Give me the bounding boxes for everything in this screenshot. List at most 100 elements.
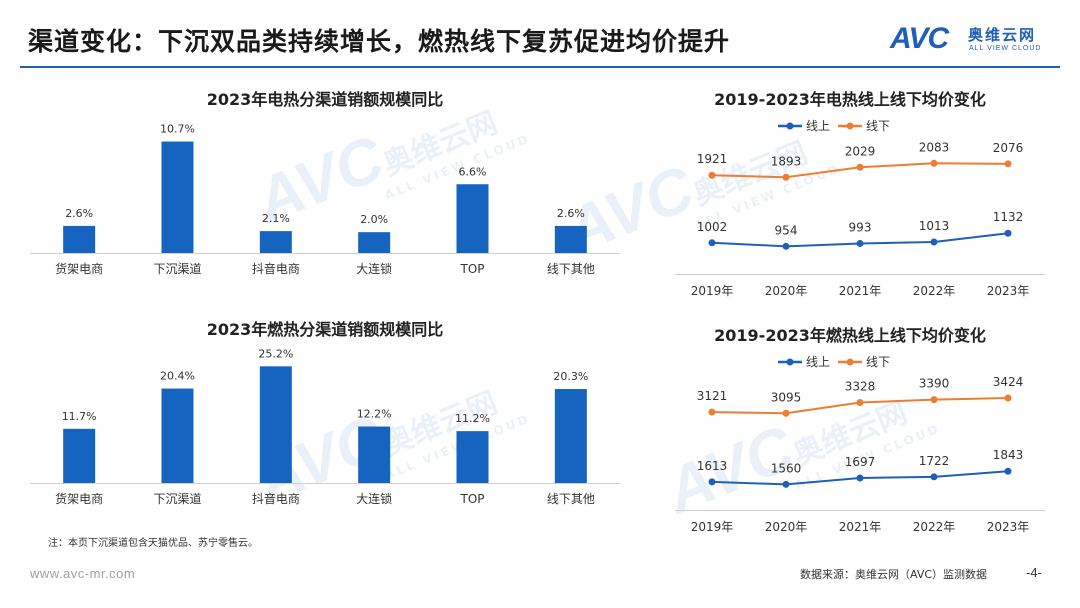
category-label: 线下其他 — [547, 492, 595, 506]
data-label: 1013 — [919, 219, 950, 233]
page-number: -4- — [1026, 565, 1042, 580]
bar-value-label: 2.6% — [557, 207, 585, 220]
data-label: 1697 — [845, 455, 876, 469]
legend-label: 线上 — [806, 355, 830, 369]
footer-url[interactable]: www.avc-mr.com — [30, 566, 136, 581]
chart-title: 2023年燃热分渠道销额规模同比 — [207, 320, 444, 339]
bar-0-4 — [456, 184, 489, 253]
x-tick-label: 2020年 — [765, 284, 808, 298]
data-point-0-3 — [930, 238, 938, 246]
data-point-0-1 — [782, 242, 790, 250]
data-point-1-4 — [1004, 394, 1012, 402]
legend-label: 线下 — [866, 355, 890, 369]
chart-title: 2023年电热分渠道销额规模同比 — [207, 90, 444, 109]
legend-label: 线下 — [866, 119, 890, 133]
data-label: 2029 — [845, 144, 876, 158]
data-label: 1722 — [919, 454, 950, 468]
data-point-1-4 — [1004, 160, 1012, 168]
bar-0-3 — [358, 232, 391, 253]
data-point-1-1 — [782, 173, 790, 181]
x-tick-label: 2022年 — [913, 284, 956, 298]
data-point-1-0 — [708, 408, 716, 416]
category-label: 抖音电商 — [252, 491, 300, 506]
data-label: 3328 — [845, 379, 876, 393]
x-tick-label: 2019年 — [691, 520, 734, 534]
data-point-0-0 — [708, 239, 716, 247]
data-point-1-2 — [856, 163, 864, 171]
logo-english-text: ALL VIEW CLOUD — [969, 45, 1042, 52]
data-point-1-2 — [856, 398, 864, 406]
legend-marker-0 — [786, 358, 794, 366]
x-tick-label: 2019年 — [691, 284, 734, 298]
data-label: 1921 — [697, 152, 728, 166]
bar-value-label: 20.3% — [553, 370, 588, 383]
bar-1-1 — [161, 388, 194, 483]
x-tick-label: 2023年 — [987, 284, 1030, 298]
data-label: 1613 — [697, 459, 728, 473]
data-point-0-0 — [708, 478, 716, 486]
bar-0-0 — [63, 225, 96, 253]
bar-value-label: 20.4% — [160, 370, 195, 383]
data-label: 3121 — [697, 389, 728, 403]
category-label: 货架电商 — [55, 491, 103, 506]
bar-1-4 — [456, 431, 489, 483]
bar-value-label: 11.7% — [62, 410, 97, 423]
chart-title: 2019-2023年电热线上线下均价变化 — [714, 90, 986, 109]
data-label: 3095 — [771, 390, 802, 404]
data-label: 1560 — [771, 461, 802, 475]
data-point-1-3 — [930, 396, 938, 404]
bar-value-label: 6.6% — [459, 165, 487, 178]
x-tick-label: 2021年 — [839, 284, 882, 298]
data-label: 1132 — [993, 210, 1024, 224]
bar-value-label: 2.1% — [262, 212, 290, 225]
data-point-1-3 — [930, 159, 938, 167]
category-label: 下沉渠道 — [153, 262, 201, 276]
data-label: 1843 — [993, 448, 1024, 462]
legend-label: 线上 — [806, 119, 830, 133]
bar-1-3 — [358, 426, 391, 483]
x-tick-label: 2021年 — [839, 520, 882, 534]
category-label: 下沉渠道 — [153, 492, 201, 506]
logo-chinese-text: 奥维云网 — [968, 26, 1037, 44]
bar-1-2 — [259, 366, 292, 483]
data-label: 993 — [849, 220, 872, 234]
page-title: 渠道变化：下沉双品类持续增长，燃热线下复苏促进均价提升 — [28, 27, 731, 56]
electric-heater-channel-bar-chart: 2023年电热分渠道销额规模同比 2.6% 货架电商 10.7% 下沉渠道 2.1% 抖音电… — [30, 90, 620, 276]
title-underline — [20, 66, 1060, 68]
bar-value-label: 11.2% — [455, 412, 490, 425]
data-label: 2076 — [993, 141, 1024, 155]
data-point-1-1 — [782, 409, 790, 417]
data-label: 3390 — [919, 377, 950, 391]
data-point-1-0 — [708, 171, 716, 179]
category-label: 货架电商 — [55, 261, 103, 276]
data-label: 1002 — [697, 220, 728, 234]
footnote: 注：本页下沉渠道包含天猫优品、苏宁零售云。 — [48, 538, 258, 549]
bar-0-2 — [259, 231, 292, 253]
bar-0-1 — [161, 141, 194, 253]
data-label: 3424 — [993, 375, 1024, 389]
category-label: 抖音电商 — [252, 261, 300, 276]
category-label: 线下其他 — [547, 262, 595, 276]
bar-1-5 — [554, 389, 587, 483]
bar-value-label: 25.2% — [258, 347, 293, 360]
data-point-0-2 — [856, 474, 864, 482]
bar-value-label: 10.7% — [160, 123, 195, 136]
logo-avc-text: AVC — [890, 22, 949, 55]
legend-marker-0 — [786, 122, 794, 130]
bar-0-5 — [554, 225, 587, 253]
category-label: 大连锁 — [356, 261, 392, 276]
bar-1-0 — [63, 428, 96, 483]
footer-source: 数据来源：奥维云网（AVC）监测数据 — [800, 568, 988, 581]
gas-heater-channel-bar-chart: 2023年燃热分渠道销额规模同比 11.7% 货架电商 20.4% 下沉渠道 25.2% 抖… — [30, 320, 620, 506]
category-label: TOP — [459, 492, 484, 506]
data-label: 1893 — [771, 154, 802, 168]
bar-value-label: 12.2% — [357, 408, 392, 421]
brand-logo: AVC 奥维云网 ALL VIEW CLOUD — [890, 22, 1060, 62]
category-label: 大连锁 — [356, 491, 392, 506]
legend-marker-1 — [846, 358, 854, 366]
x-tick-label: 2020年 — [765, 520, 808, 534]
data-point-0-2 — [856, 239, 864, 247]
data-point-0-3 — [930, 473, 938, 481]
